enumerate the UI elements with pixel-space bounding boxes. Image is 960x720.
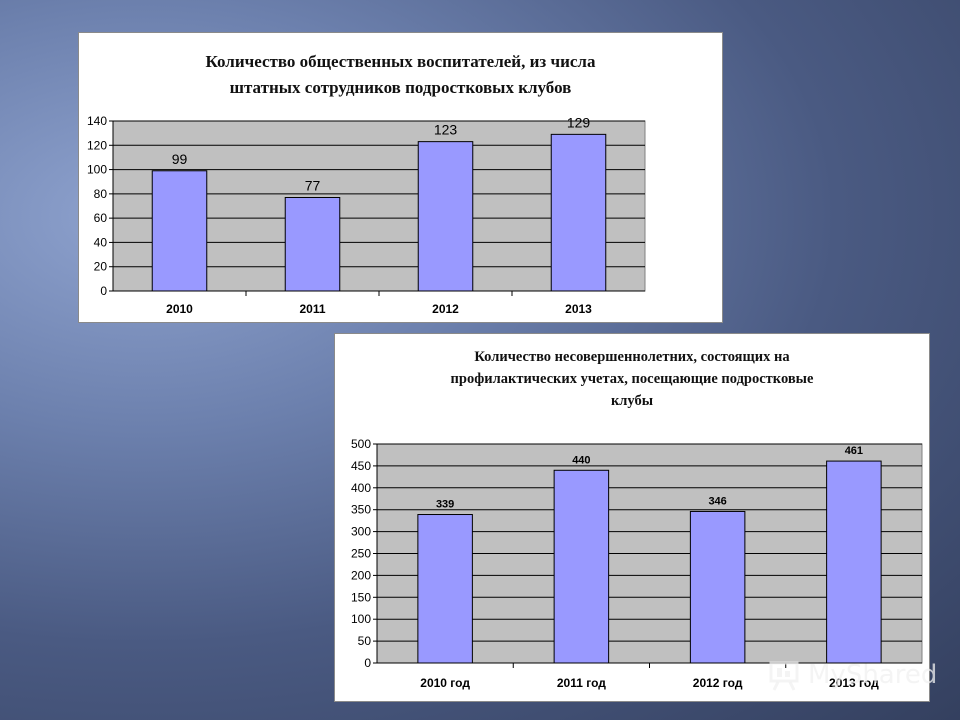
presentation-board-icon (769, 661, 799, 691)
data-label: 346 (708, 495, 726, 507)
chart-panel-2: Количество несовершеннолетних, состоящих… (334, 333, 930, 702)
bar (689, 510, 746, 664)
y-tick-label: 100 (351, 612, 371, 626)
data-label: 339 (436, 499, 454, 511)
chart-title-2: Количество несовершеннолетних, состоящих… (335, 346, 929, 412)
category-label: 2011 год (557, 676, 606, 690)
y-tick-label: 100 (87, 163, 107, 177)
watermark-text: MyShared (808, 660, 938, 690)
data-label: 129 (567, 114, 591, 130)
chart-title-1: Количество общественных воспитателей, из… (79, 49, 722, 101)
category-label: 2011 (299, 302, 325, 316)
bar (284, 197, 341, 292)
data-label: 123 (434, 122, 458, 138)
y-tick-label: 20 (94, 260, 108, 274)
bar (417, 141, 474, 292)
y-tick-label: 150 (351, 590, 371, 604)
data-label: 99 (172, 151, 188, 167)
data-label: 461 (845, 445, 863, 457)
y-tick-label: 50 (358, 634, 372, 648)
category-label: 2010 (166, 302, 193, 316)
bar-chart-2: 0 50 100 150 200 250 300 350 400 450 500 339 2010 го… (351, 437, 923, 690)
y-tick-label: 250 (351, 547, 371, 561)
y-tick-label: 40 (94, 235, 108, 249)
y-tick-label: 200 (351, 568, 371, 582)
chart-title-2-line-1: Количество несовершеннолетних, состоящих… (474, 349, 790, 365)
chart-panel-1: Количество общественных воспитателей, из… (78, 32, 723, 323)
y-tick-label: 80 (94, 187, 108, 201)
category-label: 2013 год (829, 676, 879, 690)
bar-chart-1: 0 20 40 60 80 100 120 140 99 2010 77 2011 123 2012 129… (87, 114, 646, 316)
y-tick-label: 400 (351, 481, 371, 495)
y-tick-label: 450 (351, 459, 371, 473)
category-label: 2012 год (693, 676, 743, 690)
bar (553, 469, 610, 664)
y-tick-label: 500 (351, 437, 371, 451)
chart-title-1-line-1: Количество общественных воспитателей, из… (205, 52, 596, 71)
y-tick-label: 300 (351, 525, 371, 539)
y-tick-label: 120 (87, 138, 107, 152)
bar (550, 133, 607, 292)
y-tick-label: 140 (87, 114, 107, 128)
chart-title-2-line-3: клубы (610, 393, 654, 409)
y-tick-label: 350 (351, 503, 371, 517)
y-tick-label: 0 (100, 284, 107, 298)
bar (417, 514, 473, 664)
category-label: 2013 (565, 302, 592, 316)
data-label: 77 (305, 178, 321, 194)
y-tick-label: 0 (364, 656, 371, 670)
chart-title-1-line-2: штатных сотрудников подростковых клубов (229, 78, 572, 97)
category-label: 2010 год (420, 676, 470, 690)
data-label: 440 (572, 454, 590, 466)
watermark: MyShared (768, 655, 937, 695)
bar (826, 460, 882, 664)
category-label: 2012 (432, 302, 459, 316)
bar (151, 170, 208, 292)
y-tick-label: 60 (94, 211, 108, 225)
chart-title-2-line-2: профилактических учетах, посещающие подр… (450, 371, 814, 387)
